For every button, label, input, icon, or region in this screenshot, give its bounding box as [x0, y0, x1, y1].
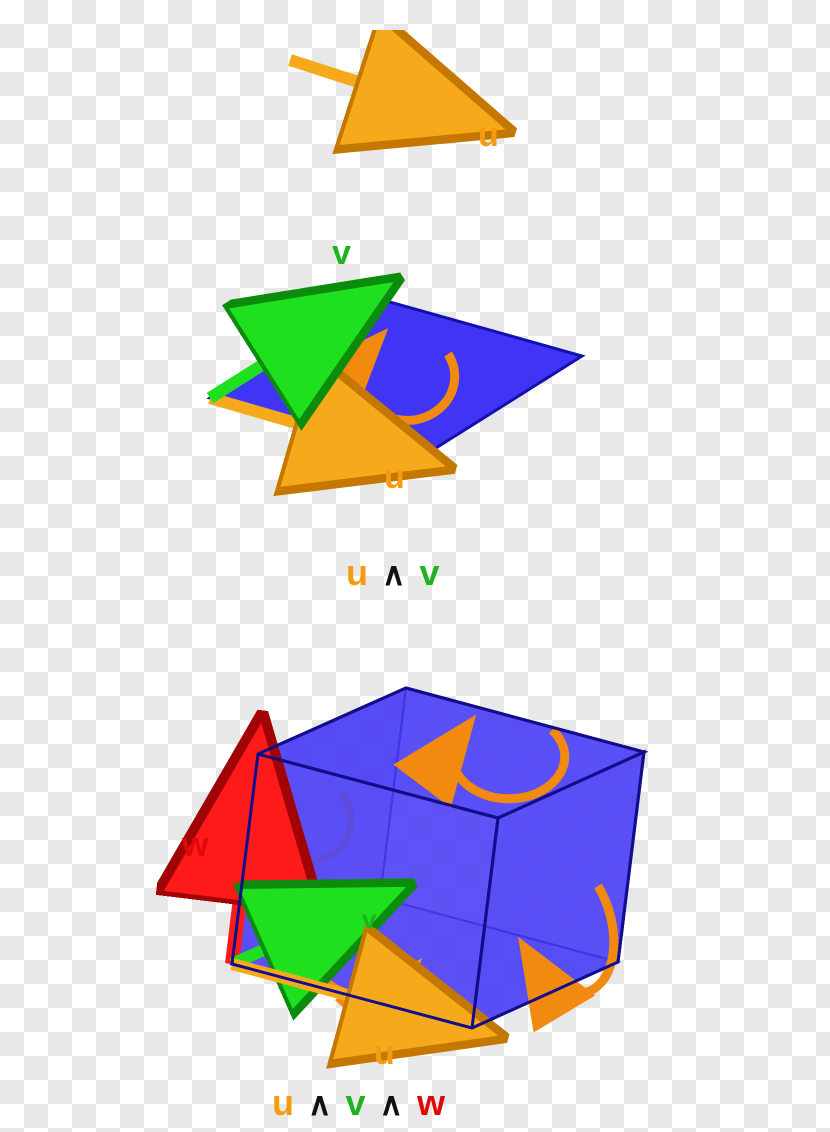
formula-trivector: u ∧ v ∧ w: [272, 1082, 445, 1124]
formula-bivector: u ∧ v: [346, 552, 439, 594]
bivector-svg: [0, 220, 830, 600]
label-v: v: [332, 234, 351, 273]
trivector-svg: [0, 620, 830, 1132]
tok-u: u: [272, 1082, 294, 1123]
stage-trivector: w v u u ∧ v ∧ w: [0, 620, 830, 1132]
stage-bivector: v u u ∧ v: [0, 220, 830, 600]
label-u: u: [478, 116, 499, 155]
tok-wedge: ∧: [382, 556, 405, 592]
label-u: u: [384, 458, 405, 497]
tok-u: u: [346, 552, 368, 593]
tok-w: w: [417, 1082, 445, 1123]
vector-u: [290, 60, 470, 118]
vector-u-svg: [0, 30, 830, 160]
tok-wedge: ∧: [380, 1086, 403, 1122]
tok-wedge: ∧: [308, 1086, 331, 1122]
label-v-small: v: [362, 904, 376, 935]
label-u: u: [374, 1034, 395, 1073]
label-w: w: [182, 826, 208, 865]
tok-v: v: [345, 1082, 365, 1123]
bivector-plane: [210, 297, 582, 458]
tok-v: v: [419, 552, 439, 593]
stage-vector: u: [0, 30, 830, 160]
